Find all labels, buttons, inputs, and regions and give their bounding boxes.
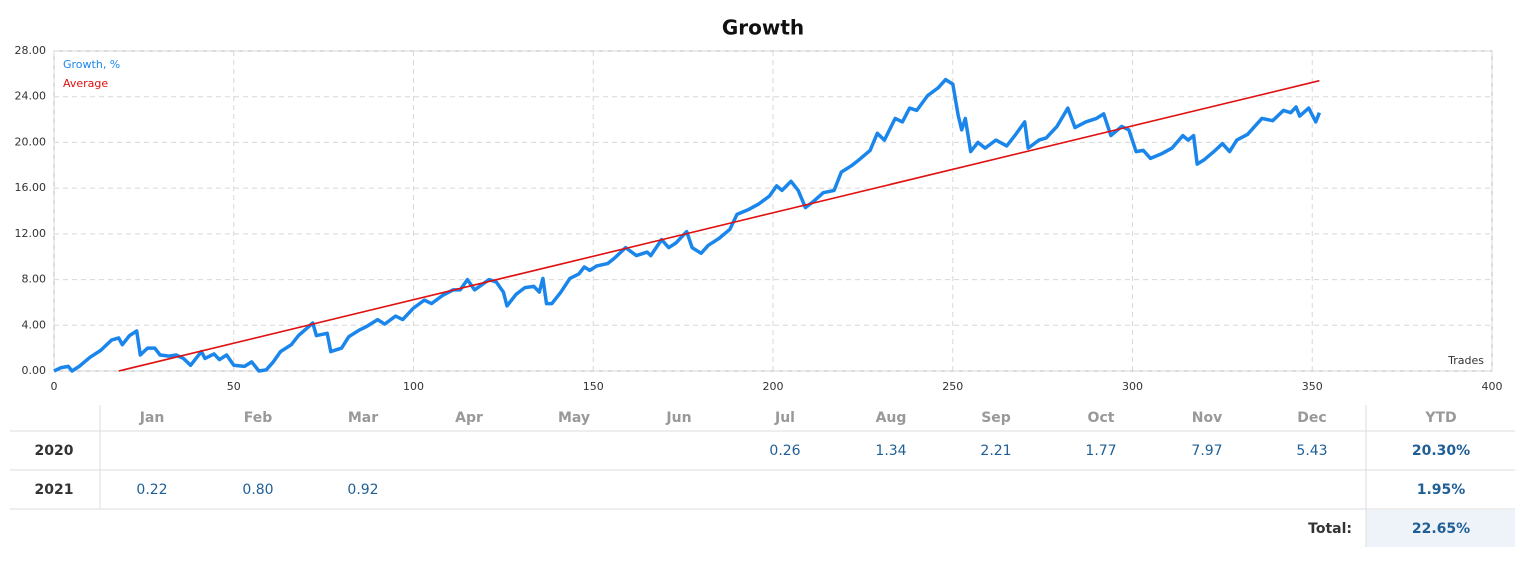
month-header: Jan [139,410,165,426]
month-header: Dec [1297,410,1326,426]
total-label: Total: [1308,521,1352,537]
y-tick-label: 16.00 [15,181,47,194]
x-tick-label: 100 [403,380,424,393]
month-header: Feb [244,410,273,426]
month-header: Jul [774,410,795,426]
x-tick-label: 350 [1302,380,1323,393]
total-value: 22.65% [1412,521,1470,537]
month-value: 0.22 [136,482,167,498]
month-header: Nov [1192,410,1222,426]
series-line [53,77,1322,373]
ytd-value: 1.95% [1417,482,1466,498]
x-tick-label: 150 [583,380,604,393]
y-tick-label: 4.00 [22,318,47,331]
ytd-value: 20.30% [1412,443,1470,459]
y-tick-label: 0.00 [22,364,47,377]
y-tick-label: 12.00 [15,227,47,240]
year-label: 2021 [35,482,74,498]
month-value: 5.43 [1296,443,1327,459]
y-tick-label: 8.00 [22,273,47,286]
y-tick-label: 20.00 [15,135,47,148]
x-tick-label: 300 [1122,380,1143,393]
x-tick-label: 50 [227,380,241,393]
x-tick-label: 200 [763,380,784,393]
series-line [118,79,1320,372]
month-value: 0.26 [769,443,800,459]
year-label: 2020 [35,443,74,459]
x-tick-label: 250 [942,380,963,393]
x-tick-label: 0 [51,380,58,393]
month-value: 2.21 [980,443,1011,459]
x-tick-label: 400 [1482,380,1503,393]
month-value: 7.97 [1191,443,1222,459]
legend-entry: Growth, % [63,58,120,71]
month-header: Apr [455,410,483,426]
month-header: Sep [981,410,1011,426]
total-cell [1366,510,1515,547]
month-header: Aug [876,410,907,426]
ytd-header: YTD [1424,410,1456,426]
month-value: 1.34 [875,443,906,459]
legend-entry: Average [63,77,108,90]
month-header: May [558,410,590,426]
month-header: Oct [1088,410,1115,426]
month-value: 0.80 [242,482,273,498]
month-value: 1.77 [1085,443,1116,459]
y-tick-label: 28.00 [15,44,47,57]
x-axis-label: Trades [1447,354,1484,367]
month-value: 0.92 [347,482,378,498]
y-tick-label: 24.00 [15,90,47,103]
chart-title: Growth [722,16,804,40]
month-header: Mar [348,410,378,426]
month-header: Jun [665,410,691,426]
